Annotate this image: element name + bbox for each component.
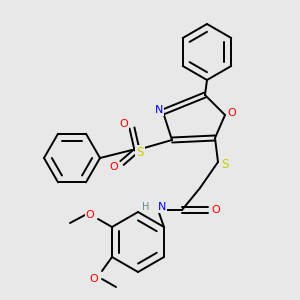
Text: O: O (85, 210, 94, 220)
Text: O: O (90, 274, 98, 284)
Text: H: H (142, 202, 150, 212)
Text: N: N (155, 105, 163, 115)
Text: S: S (136, 146, 144, 158)
Text: O: O (120, 119, 128, 129)
Text: O: O (110, 162, 118, 172)
Text: O: O (228, 108, 236, 118)
Text: S: S (221, 158, 229, 172)
Text: N: N (158, 202, 166, 212)
Text: O: O (212, 205, 220, 215)
